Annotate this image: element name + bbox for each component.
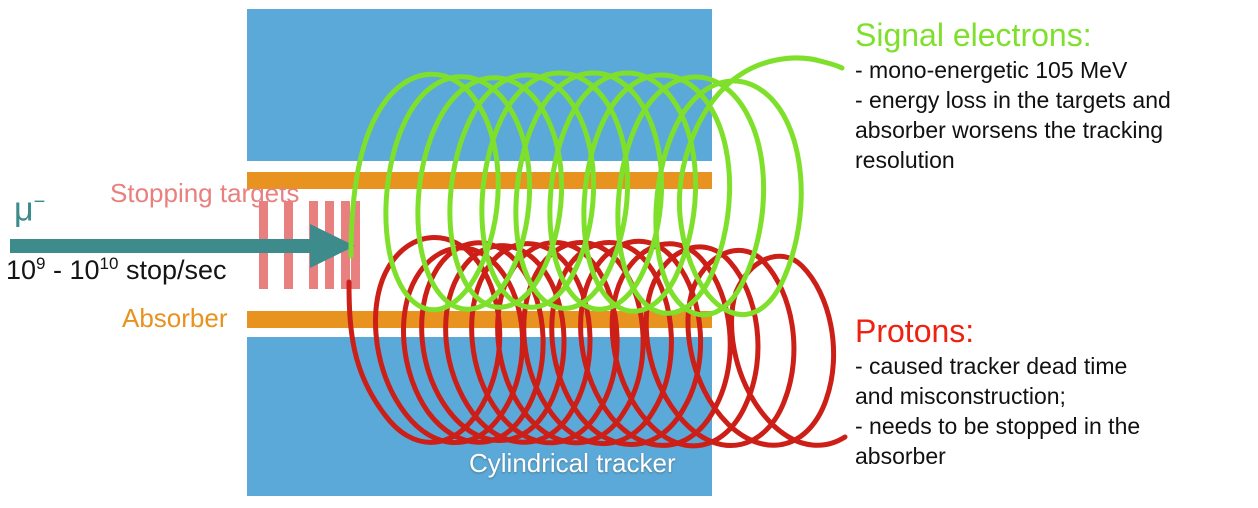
signal-electrons-body: - mono-energetic 105 MeV - energy loss i… xyxy=(855,56,1257,176)
signal-electrons-heading: Signal electrons: xyxy=(855,17,1092,53)
muon-symbol: μ xyxy=(14,190,34,229)
rate-prefix: 10 xyxy=(6,255,37,285)
protons-note-line: - needs to be stopped in the xyxy=(855,412,1141,439)
signal-note-line: - energy loss in the targets and xyxy=(855,86,1171,113)
protons-body: - caused tracker dead time and misconstr… xyxy=(855,352,1257,472)
signal-note-line: - mono-energetic 105 MeV xyxy=(855,56,1128,83)
protons-note-line: - caused tracker dead time xyxy=(855,352,1128,379)
muon-charge-superscript: − xyxy=(33,191,46,213)
muon-stop-rate-label: 109 - 1010 stop/sec xyxy=(6,255,227,284)
absorber-label: Absorber xyxy=(122,303,228,333)
rate-dash: - 10 xyxy=(45,255,100,285)
muon-beam-arrow xyxy=(10,224,355,268)
signal-note-line: absorber worsens the tracking xyxy=(855,116,1164,143)
protons-note-line: absorber xyxy=(855,442,946,469)
muon-beam-label: μ− xyxy=(14,192,45,226)
rate-exponent-2: 10 xyxy=(99,254,119,273)
cylindrical-tracker-label: Cylindrical tracker xyxy=(469,448,676,478)
protons-heading: Protons: xyxy=(855,313,975,349)
stopping-targets-label: Stopping targets xyxy=(110,178,300,208)
signal-electrons-note: Signal electrons: - mono-energetic 105 M… xyxy=(855,17,1257,176)
protons-note: Protons: - caused tracker dead time and … xyxy=(855,313,1257,472)
protons-note-line: and misconstruction; xyxy=(855,382,1066,409)
rate-exponent-1: 9 xyxy=(36,254,46,273)
signal-note-line: resolution xyxy=(855,146,955,173)
rate-suffix: stop/sec xyxy=(118,255,227,285)
